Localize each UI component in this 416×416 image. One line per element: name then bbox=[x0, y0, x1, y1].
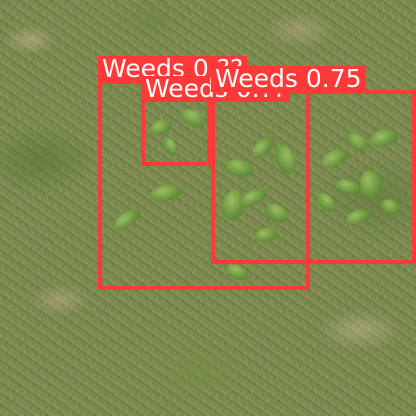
detection-box-2 bbox=[141, 96, 211, 166]
detection-box-3 bbox=[211, 90, 416, 264]
detection-label-3: Weeds 0.75 bbox=[211, 66, 366, 92]
